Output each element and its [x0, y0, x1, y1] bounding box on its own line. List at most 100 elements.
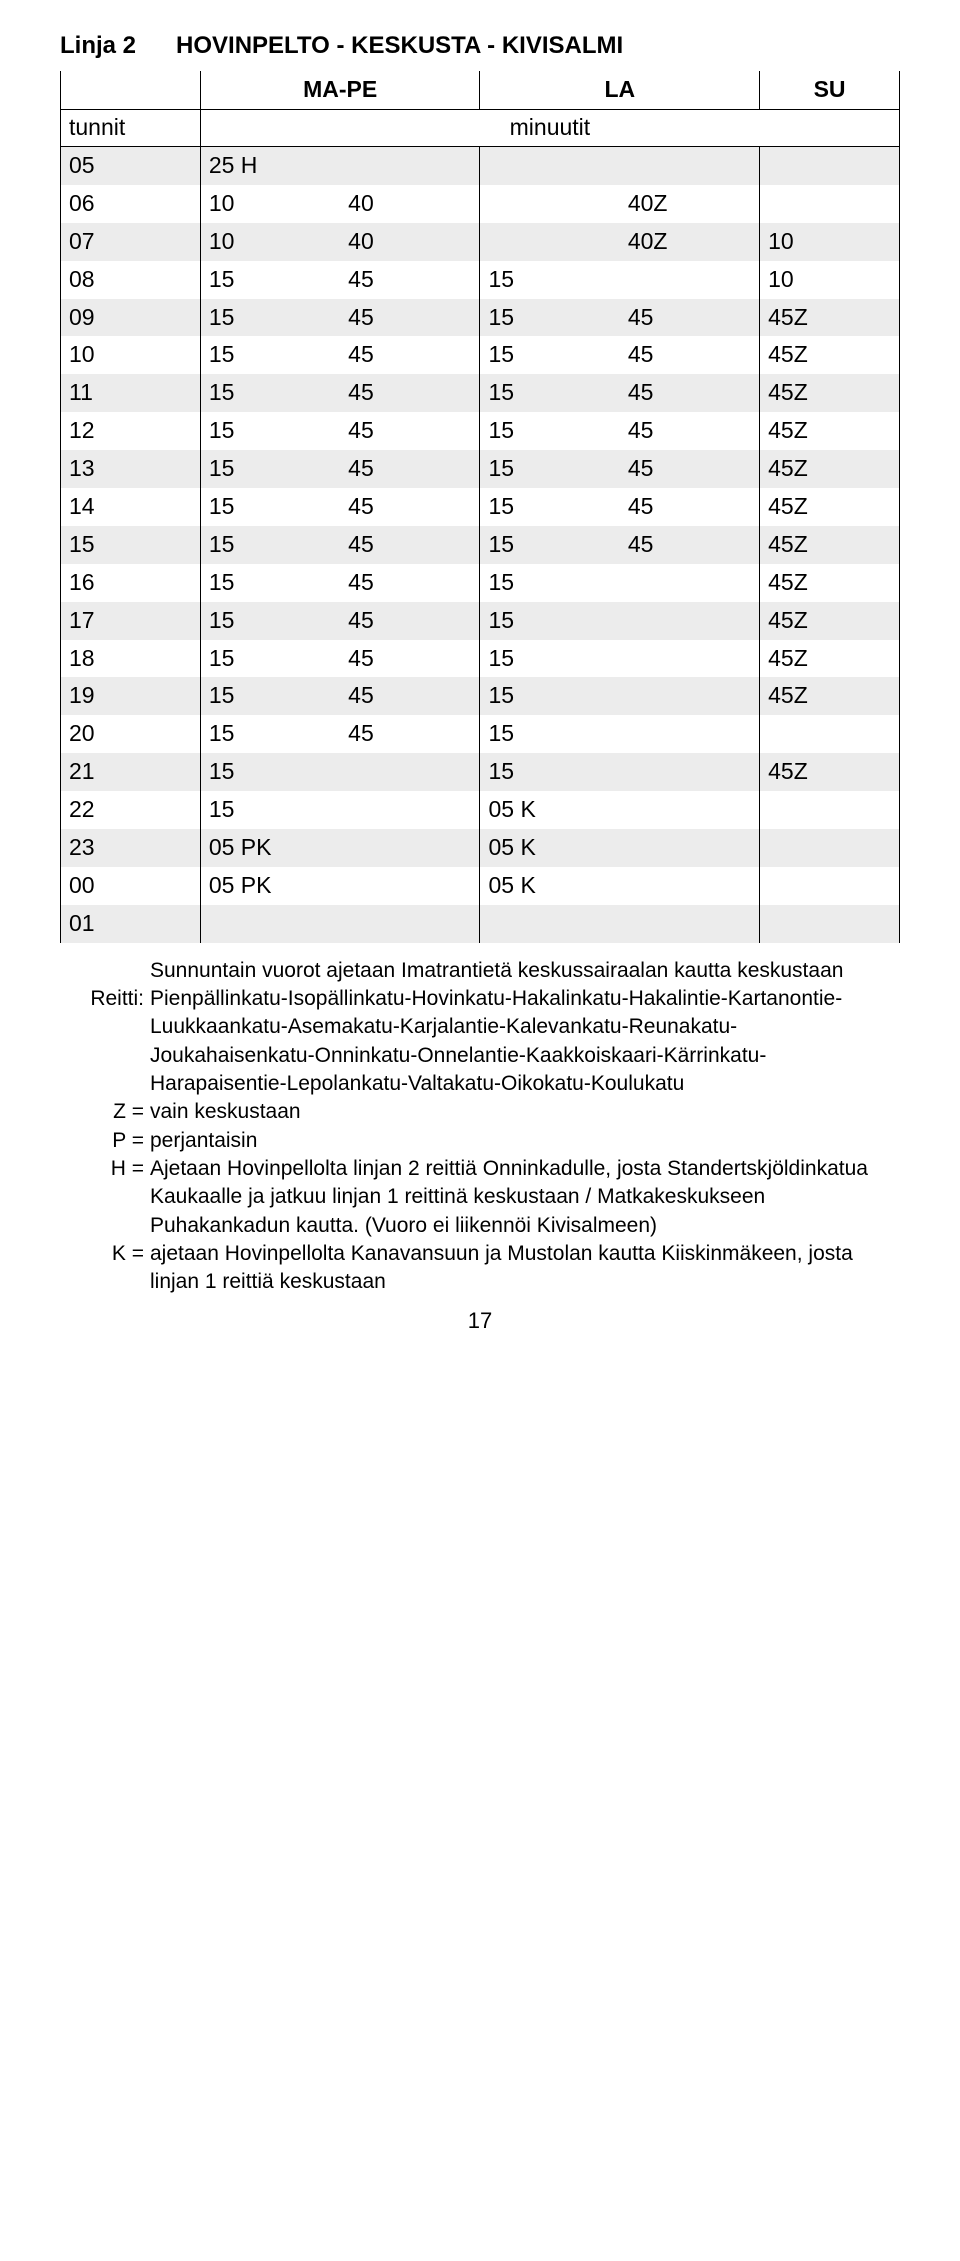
cell-la1: 05 K — [480, 867, 620, 905]
cell-la1: 15 — [480, 677, 620, 715]
cell-la2: 45 — [620, 299, 760, 337]
table-row: 21151545Z — [61, 753, 900, 791]
cell-mp1: 15 — [200, 640, 340, 678]
route-title: HOVINPELTO - KESKUSTA - KIVISALMI — [176, 30, 623, 61]
cell-la1: 15 — [480, 753, 620, 791]
line-label: Linja 2 — [60, 30, 136, 61]
cell-la1 — [480, 146, 620, 184]
cell-mp1: 15 — [200, 753, 340, 791]
footnote-text: Pienpällinkatu-Isopällinkatu-Hovinkatu-H… — [150, 985, 900, 1098]
cell-la1 — [480, 185, 620, 223]
cell-mp2: 45 — [340, 677, 480, 715]
cell-mp1: 15 — [200, 677, 340, 715]
cell-la2 — [620, 146, 760, 184]
table-row: 111545154545Z — [61, 374, 900, 412]
footnote-label: Reitti: — [60, 985, 150, 1098]
table-row: 151545154545Z — [61, 526, 900, 564]
cell-hour: 10 — [61, 336, 201, 374]
cell-la1: 15 — [480, 526, 620, 564]
cell-hour: 12 — [61, 412, 201, 450]
cell-mp1: 10 — [200, 185, 340, 223]
cell-su: 45Z — [760, 753, 900, 791]
cell-hour: 16 — [61, 564, 201, 602]
cell-la2 — [620, 261, 760, 299]
cell-mp2 — [340, 867, 480, 905]
footnote-label: H = — [60, 1155, 150, 1240]
cell-la2: 45 — [620, 488, 760, 526]
cell-la2 — [620, 753, 760, 791]
cell-su: 45Z — [760, 450, 900, 488]
footnote-label: Z = — [60, 1098, 150, 1126]
cell-mp2: 40 — [340, 223, 480, 261]
cell-la1: 15 — [480, 336, 620, 374]
cell-hour: 06 — [61, 185, 201, 223]
cell-mp1: 15 — [200, 299, 340, 337]
footnote-text: Ajetaan Hovinpellolta linjan 2 reittiä O… — [150, 1155, 900, 1240]
cell-la2: 40Z — [620, 223, 760, 261]
cell-su — [760, 867, 900, 905]
table-row: 06104040Z — [61, 185, 900, 223]
cell-mp2: 45 — [340, 602, 480, 640]
cell-su — [760, 146, 900, 184]
cell-hour: 21 — [61, 753, 201, 791]
cell-mp2: 40 — [340, 185, 480, 223]
cell-la2 — [620, 564, 760, 602]
cell-su: 45Z — [760, 640, 900, 678]
cell-la2 — [620, 602, 760, 640]
footnote-row: K =ajetaan Hovinpellolta Kanavansuun ja … — [60, 1240, 900, 1297]
cell-mp2: 45 — [340, 450, 480, 488]
cell-la2 — [620, 829, 760, 867]
cell-la1: 15 — [480, 374, 620, 412]
cell-la1 — [480, 223, 620, 261]
cell-la2 — [620, 677, 760, 715]
cell-mp2: 45 — [340, 412, 480, 450]
subhead-minuutit: minuutit — [200, 110, 899, 147]
cell-mp1: 15 — [200, 488, 340, 526]
cell-la1: 15 — [480, 715, 620, 753]
cell-mp2 — [340, 753, 480, 791]
footnote-row: Z =vain keskustaan — [60, 1098, 900, 1126]
cell-mp2: 45 — [340, 374, 480, 412]
cell-la2 — [620, 640, 760, 678]
cell-hour: 17 — [61, 602, 201, 640]
table-row: 20154515 — [61, 715, 900, 753]
table-row: 0005 PK05 K — [61, 867, 900, 905]
cell-hour: 05 — [61, 146, 201, 184]
cell-mp2: 45 — [340, 299, 480, 337]
cell-mp2: 45 — [340, 261, 480, 299]
cell-su: 45Z — [760, 374, 900, 412]
cell-la1: 15 — [480, 412, 620, 450]
cell-su — [760, 185, 900, 223]
cell-hour: 18 — [61, 640, 201, 678]
cell-su — [760, 829, 900, 867]
footnote-text: ajetaan Hovinpellolta Kanavansuun ja Mus… — [150, 1240, 900, 1297]
cell-hour: 11 — [61, 374, 201, 412]
table-row: 1715451545Z — [61, 602, 900, 640]
cell-la1: 15 — [480, 564, 620, 602]
cell-mp2 — [340, 905, 480, 943]
table-row: 101545154545Z — [61, 336, 900, 374]
cell-mp1: 15 — [200, 791, 340, 829]
cell-la2 — [620, 905, 760, 943]
footnote-row: P =perjantaisin — [60, 1127, 900, 1155]
cell-hour: 22 — [61, 791, 201, 829]
cell-su: 10 — [760, 223, 900, 261]
cell-mp1: 15 — [200, 261, 340, 299]
cell-la2 — [620, 867, 760, 905]
cell-su: 45Z — [760, 336, 900, 374]
cell-su — [760, 715, 900, 753]
cell-hour: 20 — [61, 715, 201, 753]
cell-hour: 23 — [61, 829, 201, 867]
cell-su: 45Z — [760, 488, 900, 526]
cell-mp1: 15 — [200, 526, 340, 564]
cell-mp1 — [200, 905, 340, 943]
cell-su — [760, 905, 900, 943]
cell-mp1: 05 PK — [200, 829, 340, 867]
footnote-row: Sunnuntain vuorot ajetaan Imatrantietä k… — [60, 957, 900, 985]
cell-la1: 15 — [480, 488, 620, 526]
cell-hour: 08 — [61, 261, 201, 299]
table-row: 0525 H — [61, 146, 900, 184]
table-row: 131545154545Z — [61, 450, 900, 488]
cell-la1: 15 — [480, 299, 620, 337]
cell-su: 45Z — [760, 677, 900, 715]
